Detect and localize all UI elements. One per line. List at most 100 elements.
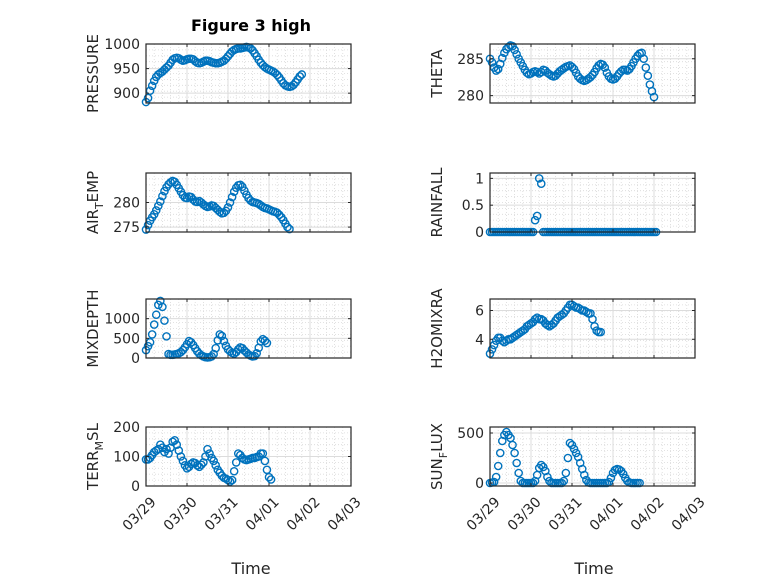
data-point [557, 478, 567, 488]
data-point [235, 180, 245, 190]
data-point [565, 438, 575, 448]
y-axis-label: PRESSURE [84, 34, 102, 113]
data-point [596, 327, 606, 337]
data-point [580, 470, 589, 480]
figure-title: Figure 3 high [191, 16, 311, 35]
data-point [153, 201, 163, 211]
data-point [158, 191, 167, 201]
y-tick-label: 1000 [104, 312, 140, 328]
x-tick-label: 03/29 [464, 494, 504, 534]
data-point [197, 460, 206, 470]
data-point [156, 197, 165, 206]
y-tick-label: 275 [113, 220, 140, 236]
x-tick-label: 04/01 [243, 494, 283, 534]
axes-box [489, 43, 696, 104]
data-point [211, 461, 220, 470]
data-point [227, 475, 237, 485]
x-tick-label: 04/03 [669, 494, 709, 534]
y-axis-label: RAINFALL [428, 167, 446, 238]
y-axis-label: TERRMSL [84, 422, 106, 491]
x-tick-label: 03/29 [120, 494, 160, 534]
data-point [582, 307, 591, 317]
data-point [223, 51, 233, 61]
subplot-sun-flux: 0 500 SUNFLUX 03/29 03/30 03/31 04/01 04/02 04/0… [428, 423, 709, 534]
x-tick-label: 04/03 [325, 494, 365, 534]
axes-box [489, 426, 696, 487]
data-point [545, 69, 554, 79]
data-point [285, 224, 294, 234]
data-point [162, 332, 171, 341]
data-point [217, 331, 227, 341]
x-axis-label-left: Time [230, 559, 270, 578]
data-point [215, 330, 225, 339]
data-point [264, 472, 274, 482]
data-point [252, 348, 262, 358]
data-point [260, 456, 270, 466]
x-tick-label: 03/31 [546, 494, 586, 534]
data-point [536, 67, 546, 77]
data-point [491, 472, 501, 482]
data-point [147, 81, 157, 91]
data-point [262, 338, 272, 348]
axes-box [489, 298, 696, 359]
data-point [512, 458, 521, 468]
data-point [190, 56, 200, 66]
data-point [160, 316, 169, 325]
data-point [182, 193, 192, 203]
data-point [205, 449, 214, 458]
data-point [592, 326, 601, 335]
subplot-air-temp: 275 280 AIRTEMP [84, 171, 352, 236]
data-point [493, 64, 503, 74]
y-tick-label: 0 [475, 476, 484, 492]
y-tick-label: 100 [113, 450, 140, 466]
data-point [567, 62, 577, 72]
subplot-terr-msl: 0 100 200 TERRMSL 03/29 03/30 03/31 04/01 04/02 0… [84, 420, 365, 534]
data-point [233, 345, 243, 354]
data-point [530, 215, 540, 225]
axes-box [489, 172, 696, 233]
axes-box [145, 298, 352, 359]
data-point [495, 448, 505, 458]
data-point [158, 302, 167, 312]
data-point [229, 466, 239, 476]
data-point [151, 206, 161, 215]
data-point [575, 74, 585, 83]
data-point [536, 179, 546, 189]
data-point [162, 444, 171, 454]
y-tick-label: 280 [457, 89, 484, 105]
data-point [491, 66, 501, 75]
data-point [162, 63, 171, 72]
data-point [221, 54, 231, 64]
y-tick-label: 950 [113, 62, 140, 78]
data-point [590, 322, 599, 331]
y-tick-label: 200 [113, 420, 140, 436]
data-point [561, 468, 571, 478]
data-point [186, 459, 196, 469]
data-point [227, 192, 237, 202]
y-tick-label: 0.5 [462, 198, 484, 214]
x-tick-label: 03/30 [161, 494, 201, 534]
data-point [207, 352, 216, 361]
data-point [170, 435, 179, 445]
data-point [231, 458, 241, 467]
x-axis-label-right: Time [573, 559, 613, 578]
data-point [528, 478, 538, 488]
y-tick-label: 500 [113, 331, 140, 347]
data-point [266, 475, 276, 484]
data-point [168, 55, 177, 65]
data-point [223, 203, 233, 212]
data-point [497, 53, 507, 63]
data-point [639, 54, 649, 64]
y-tick-label: 0 [131, 351, 140, 367]
x-tick-label: 03/30 [505, 494, 545, 534]
data-point [493, 461, 503, 471]
x-tick-label: 04/01 [587, 494, 627, 534]
data-point [211, 343, 220, 353]
data-point [260, 336, 270, 345]
data-point [274, 210, 284, 220]
data-point [559, 476, 569, 486]
y-tick-label: 1000 [104, 37, 140, 53]
